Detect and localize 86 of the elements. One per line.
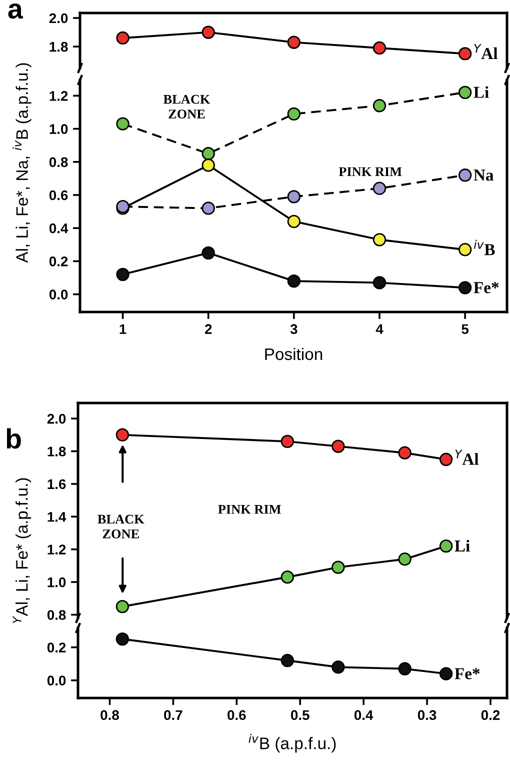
point bbox=[116, 268, 130, 282]
point bbox=[372, 276, 386, 290]
point bbox=[287, 214, 301, 228]
y-tick-label: 1.8 bbox=[48, 446, 66, 456]
point bbox=[202, 158, 215, 172]
x-tick-label: 2 bbox=[204, 324, 212, 334]
y-tick-label: 0.0 bbox=[49, 290, 68, 300]
series-label: Na bbox=[474, 170, 494, 181]
y-tick-label: 0.4 bbox=[49, 223, 68, 234]
annotation: BLACK ZONE bbox=[98, 514, 144, 538]
point bbox=[372, 182, 386, 195]
point bbox=[287, 190, 301, 204]
point bbox=[202, 246, 215, 260]
point bbox=[202, 202, 215, 215]
series-label: $^{Y}$Al bbox=[474, 44, 498, 59]
series-label: $^{Y}$Al bbox=[455, 450, 479, 465]
point bbox=[372, 41, 386, 55]
y-tick-label: 0.6 bbox=[49, 190, 68, 200]
y-tick-label: 1.0 bbox=[50, 124, 68, 134]
y-tick-label: 1.2 bbox=[50, 91, 68, 101]
x-tick-label: 5 bbox=[462, 324, 469, 334]
y-tick-label: 0.2 bbox=[49, 256, 68, 266]
point bbox=[458, 47, 472, 60]
y-tick-label: 1.6 bbox=[48, 479, 66, 490]
x-tick-label: 4 bbox=[376, 324, 384, 334]
point bbox=[439, 667, 453, 680]
x-tick-label: 0.5 bbox=[291, 710, 310, 720]
point bbox=[439, 452, 453, 466]
point bbox=[287, 274, 301, 288]
point bbox=[280, 434, 294, 448]
point bbox=[116, 428, 130, 442]
y-tick-label: 2.0 bbox=[49, 13, 68, 24]
point bbox=[116, 632, 130, 646]
y-tick-label: 1.4 bbox=[48, 512, 66, 522]
y-tick-label: 1.2 bbox=[48, 544, 66, 554]
y-tick-label: 0.8 bbox=[47, 610, 66, 620]
point bbox=[372, 99, 386, 112]
point bbox=[398, 446, 412, 460]
x-axis-title: Position bbox=[265, 348, 322, 360]
point bbox=[280, 654, 294, 668]
annotation: PINK RIM bbox=[218, 505, 281, 514]
x-tick-label: 0.4 bbox=[354, 710, 374, 720]
series-label: Fe* bbox=[474, 282, 499, 294]
point bbox=[398, 552, 412, 566]
point bbox=[287, 107, 301, 121]
point bbox=[280, 570, 294, 584]
point bbox=[458, 86, 472, 100]
point bbox=[116, 600, 130, 614]
point bbox=[287, 36, 301, 49]
point bbox=[202, 26, 215, 39]
point bbox=[439, 539, 453, 553]
series-label: Fe* bbox=[454, 668, 480, 680]
series-label: Li bbox=[454, 540, 470, 552]
point bbox=[398, 662, 412, 676]
y-tick-label: 1.0 bbox=[48, 577, 66, 588]
x-tick-label: 0.6 bbox=[228, 710, 246, 720]
y-tick-label: 2.0 bbox=[47, 414, 66, 424]
point bbox=[332, 440, 345, 453]
y-tick-label: 1.8 bbox=[50, 42, 68, 52]
chart-title: a bbox=[8, 3, 24, 19]
x-tick-label: 0.7 bbox=[164, 710, 182, 720]
y-tick-label: 0.2 bbox=[47, 642, 66, 652]
annotation: BLACK ZONE bbox=[164, 94, 210, 118]
point bbox=[332, 660, 345, 674]
x-axis-title: $^{iv}$B (a.p.f.u.) bbox=[248, 734, 336, 753]
series-label: $^{iv}$B bbox=[474, 240, 495, 256]
y-tick-label: 0.8 bbox=[49, 157, 68, 168]
annotation: PINK RIM bbox=[338, 167, 402, 176]
point bbox=[458, 168, 472, 182]
x-tick-label: 0.8 bbox=[100, 710, 119, 720]
y-tick-label: 0.0 bbox=[47, 676, 66, 686]
x-tick-label: 0.3 bbox=[418, 710, 436, 720]
x-tick-label: 1 bbox=[120, 324, 126, 334]
series-label: Li bbox=[474, 86, 489, 98]
point bbox=[372, 233, 386, 246]
point bbox=[458, 281, 472, 294]
text: b bbox=[6, 428, 21, 449]
point bbox=[116, 117, 130, 130]
point bbox=[332, 560, 345, 574]
point bbox=[458, 243, 472, 256]
y-axis-title: Al, Li, Fe*, Na, $^{iv}$B (a.p.f.u.) bbox=[12, 63, 32, 263]
y-axis-title: $^{Y}$Al, Li, Fe* (a.p.f.u.) bbox=[12, 478, 32, 624]
x-tick-label: 3 bbox=[290, 324, 298, 334]
point bbox=[202, 147, 215, 160]
point bbox=[116, 31, 130, 45]
x-tick-label: 0.2 bbox=[481, 710, 500, 720]
